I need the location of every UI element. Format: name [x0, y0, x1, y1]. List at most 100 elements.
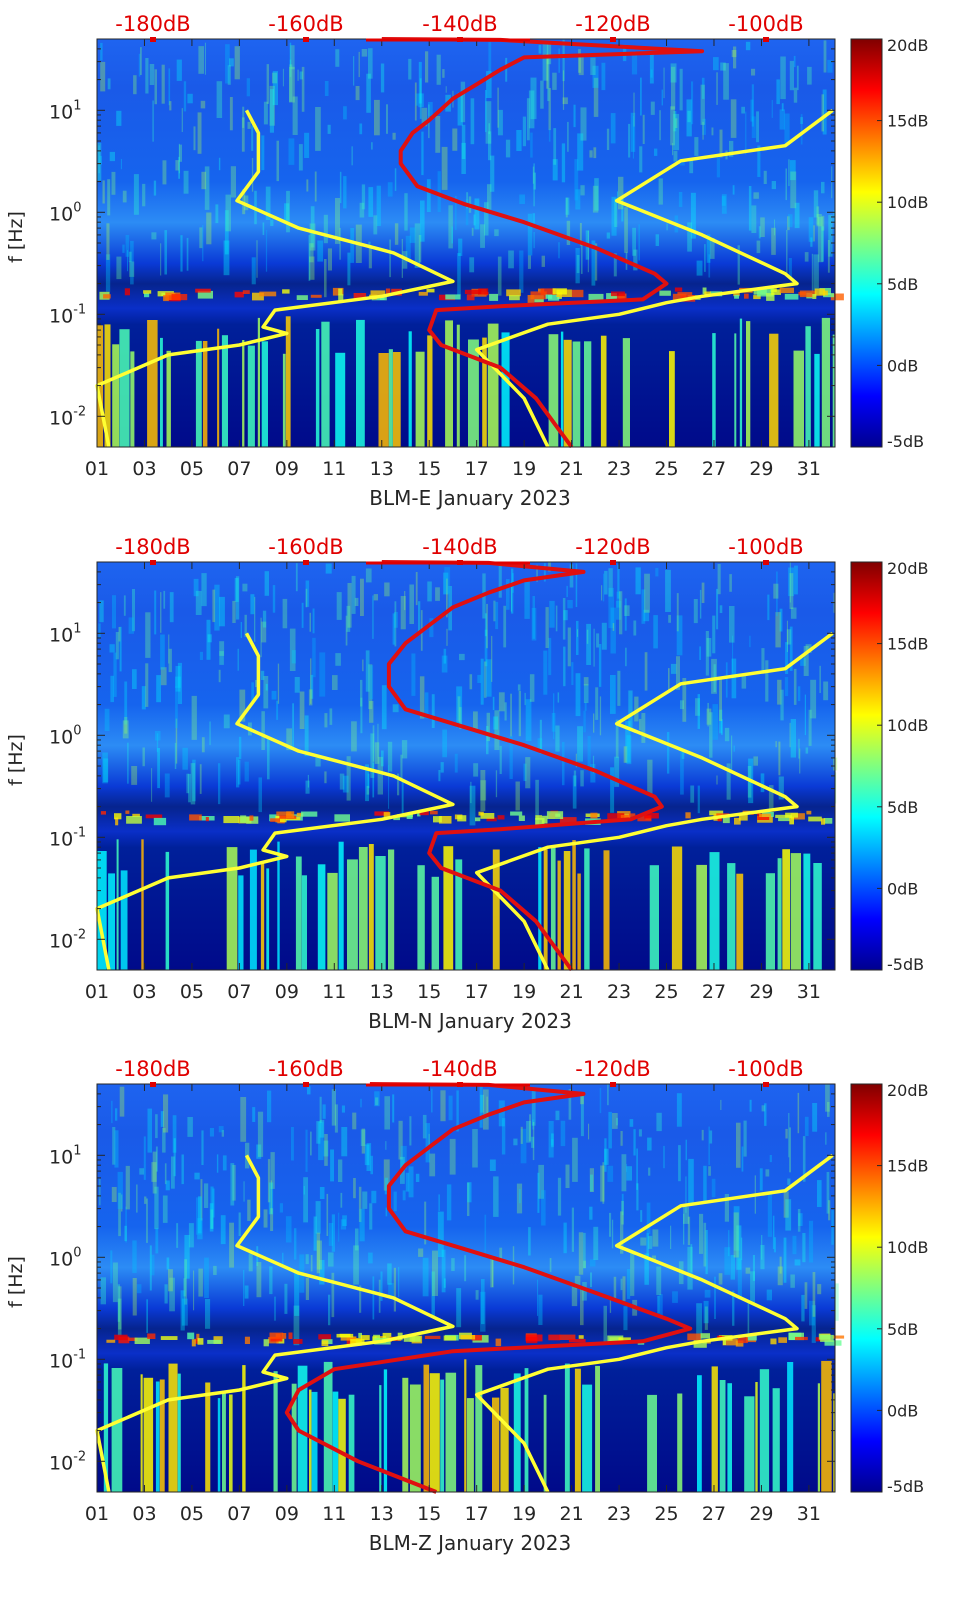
texture-streak — [194, 1172, 200, 1180]
texture-streak — [530, 132, 533, 158]
texture-streak — [427, 102, 433, 116]
texture-streak — [615, 719, 619, 758]
texture-streak — [456, 1288, 462, 1328]
texture-streak — [485, 90, 487, 133]
texture-streak — [310, 206, 315, 248]
texture-streak — [583, 710, 586, 733]
texture-streak — [493, 1176, 499, 1217]
texture-streak — [685, 1139, 687, 1161]
microseism-patch — [723, 1338, 726, 1345]
texture-streak — [461, 124, 466, 159]
texture-streak — [443, 1278, 446, 1288]
texture-streak — [244, 614, 247, 637]
texture-streak — [621, 196, 624, 222]
texture-streak — [193, 126, 196, 151]
texture-streak — [424, 692, 429, 719]
texture-streak — [518, 690, 521, 737]
texture-streak — [486, 659, 492, 697]
x-tick-label: 25 — [654, 458, 678, 480]
texture-streak — [369, 701, 374, 723]
texture-streak — [493, 716, 498, 730]
texture-streak — [562, 97, 568, 105]
texture-streak — [112, 1262, 118, 1303]
low-frequency-column — [217, 328, 220, 447]
texture-streak — [184, 1259, 187, 1305]
low-frequency-column — [584, 848, 590, 970]
low-frequency-column — [487, 323, 499, 447]
texture-streak — [308, 235, 311, 281]
low-frequency-column — [327, 872, 338, 970]
texture-streak — [527, 213, 533, 256]
microseism-patch — [244, 1336, 250, 1344]
texture-streak — [520, 1128, 527, 1164]
texture-streak — [575, 248, 580, 284]
texture-streak — [367, 773, 370, 789]
texture-streak — [381, 750, 384, 767]
texture-streak — [789, 626, 793, 671]
top-axis-tick-mark — [763, 37, 769, 42]
texture-streak — [574, 1275, 581, 1289]
texture-streak — [207, 634, 212, 643]
texture-streak — [587, 736, 591, 770]
texture-streak — [198, 1268, 203, 1297]
microseism-patch — [334, 814, 350, 822]
texture-streak — [745, 1267, 751, 1274]
texture-streak — [368, 48, 373, 79]
low-frequency-column — [301, 875, 307, 970]
texture-streak — [578, 1232, 584, 1275]
microseism-patch — [114, 1334, 128, 1341]
texture-streak — [225, 194, 231, 232]
texture-streak — [638, 224, 640, 261]
texture-streak — [153, 180, 157, 196]
texture-streak — [811, 1305, 816, 1343]
texture-streak — [258, 777, 262, 813]
texture-streak — [164, 1163, 167, 1185]
texture-streak — [687, 222, 692, 252]
texture-streak — [765, 660, 769, 702]
texture-streak — [658, 178, 663, 205]
texture-streak — [788, 1113, 790, 1158]
texture-streak — [371, 142, 373, 150]
series-line-yellow-noise-model-low — [95, 1154, 455, 1493]
texture-streak — [599, 696, 602, 736]
texture-streak — [155, 731, 161, 741]
colorbar-tick-label: 20dB — [887, 559, 929, 578]
texture-streak — [767, 1192, 772, 1237]
texture-streak — [526, 98, 530, 141]
texture-streak — [668, 668, 670, 692]
texture-streak — [563, 1222, 567, 1254]
texture-streak — [100, 61, 106, 92]
texture-streak — [212, 589, 216, 623]
texture-streak — [216, 1154, 219, 1173]
texture-streak — [397, 773, 400, 796]
texture-streak — [220, 1215, 226, 1245]
microseism-patch — [275, 816, 287, 823]
texture-streak — [242, 106, 245, 128]
texture-streak — [524, 579, 530, 619]
texture-streak — [374, 1091, 380, 1107]
texture-streak — [373, 594, 378, 601]
texture-streak — [293, 1305, 300, 1346]
texture-streak — [670, 1225, 672, 1249]
microseism-patch — [438, 816, 452, 824]
texture-streak — [486, 603, 488, 649]
low-frequency-column — [456, 324, 460, 447]
texture-streak — [519, 194, 525, 204]
texture-streak — [745, 111, 747, 155]
texture-streak — [204, 1183, 209, 1208]
texture-streak — [537, 738, 543, 752]
texture-streak — [777, 679, 782, 705]
texture-streak — [100, 1277, 106, 1305]
texture-streak — [641, 589, 646, 624]
texture-streak — [152, 100, 154, 142]
texture-streak — [621, 1200, 624, 1225]
texture-streak — [169, 101, 172, 111]
low-frequency-column — [221, 335, 228, 447]
texture-streak — [358, 1186, 362, 1222]
texture-streak — [133, 174, 139, 215]
texture-streak — [100, 42, 103, 61]
texture-streak — [187, 93, 193, 104]
microseism-patch — [611, 291, 625, 297]
texture-streak — [702, 121, 704, 140]
texture-streak — [299, 71, 303, 80]
